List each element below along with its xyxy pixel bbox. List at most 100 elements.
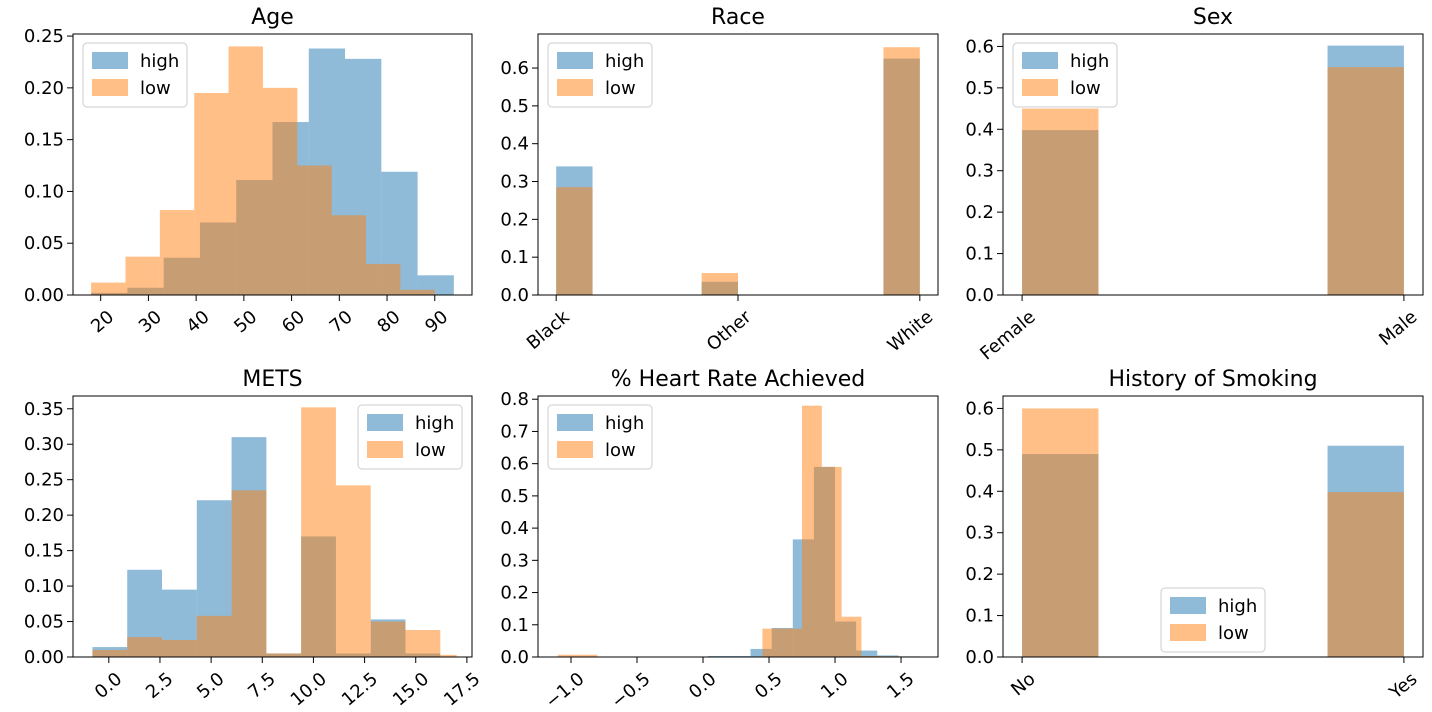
x-tick-label: Male <box>1375 307 1421 350</box>
bar-low-6 <box>301 407 336 657</box>
x-tick-label: 70 <box>326 307 357 338</box>
y-tick-label: 0.1 <box>965 606 994 627</box>
bar-low-6 <box>297 165 332 295</box>
bar-low-4 <box>231 490 267 657</box>
legend: high low <box>82 42 188 108</box>
y-tick-label: 0.2 <box>965 202 994 223</box>
chart-panel-3: METS 0.00 0.05 0.10 0.15 0.20 0.25 0.30 0.35 0.0 2… <box>24 367 484 710</box>
y-tick-label: 0.6 <box>965 36 994 57</box>
chart-title: METS <box>242 367 302 392</box>
y-tick-label: 0.05 <box>24 612 64 633</box>
x-tick-label: 80 <box>373 307 404 338</box>
y-tick-label: 0.20 <box>24 78 64 99</box>
legend-swatch-low <box>1170 624 1206 641</box>
bar-low-2 <box>762 628 783 657</box>
bar-low-5 <box>821 466 842 657</box>
axes-frame <box>1002 33 1424 296</box>
bar-low-9 <box>405 630 441 657</box>
axes-frame <box>72 33 473 296</box>
legend-swatch-high <box>1170 597 1206 614</box>
bar-low-4 <box>1327 492 1404 657</box>
legend-label-high: high <box>1070 51 1109 72</box>
bar-low-5 <box>262 87 298 295</box>
x-tick-label: 50 <box>230 307 261 338</box>
y-tick-label: 0.5 <box>500 486 529 507</box>
bar-low-4 <box>701 273 738 295</box>
y-tick-label: 0.4 <box>965 119 994 140</box>
y-tick-label: 0.5 <box>965 440 994 461</box>
x-tick-label: 60 <box>278 307 309 338</box>
legend-label-high: high <box>415 413 454 434</box>
bar-high-2 <box>750 648 772 657</box>
y-tick-label: 0.00 <box>24 285 64 306</box>
x-tick-label: 7.5 <box>244 669 279 703</box>
y-tick-label: 0.5 <box>965 78 994 99</box>
bar-low-2 <box>162 639 197 657</box>
x-tick-label: 30 <box>135 307 166 338</box>
legend: high low <box>547 404 653 470</box>
y-tick-label: 0.5 <box>500 96 529 117</box>
legend-label-low: low <box>605 78 636 99</box>
chart-panel-1: Race 0.0 0.1 0.2 0.3 0.4 0.5 0.6 Black Other White… <box>500 5 939 356</box>
legend-label-low: low <box>140 78 171 99</box>
legend-swatch-high <box>92 52 128 69</box>
legend-label-low: low <box>1218 623 1249 644</box>
y-tick-label: 0.15 <box>24 130 64 151</box>
x-tick-label: 90 <box>421 307 452 338</box>
legend-swatch-high <box>557 52 593 69</box>
legend-swatch-low <box>1022 79 1058 96</box>
plot-area <box>1022 408 1404 657</box>
y-tick-label: 0.0 <box>500 285 529 306</box>
x-tick-label: 17.5 <box>440 669 484 711</box>
y-tick-label: 0.3 <box>500 550 529 571</box>
y-tick-label: 0.8 <box>500 389 529 410</box>
y-tick-label: 0.6 <box>500 454 529 475</box>
y-tick-label: 0.0 <box>965 285 994 306</box>
y-tick-label: 0.20 <box>24 505 64 526</box>
y-tick-label: 0.2 <box>965 564 994 585</box>
bar-low-6 <box>841 616 862 657</box>
bar-low-0 <box>92 649 128 657</box>
x-tick-label: Black <box>523 306 574 354</box>
plot-area <box>557 405 920 657</box>
plot-area <box>91 46 454 295</box>
bar-low-5 <box>266 653 302 657</box>
bar-low-0 <box>557 654 598 657</box>
legend-swatch-high <box>1022 52 1058 69</box>
plot-area <box>1022 45 1404 295</box>
legend-swatch-low <box>557 441 593 458</box>
bar-low-2 <box>159 210 195 295</box>
y-tick-label: 0.4 <box>500 134 529 155</box>
y-tick-label: 0.1 <box>500 247 529 268</box>
y-tick-label: 0.25 <box>24 26 64 47</box>
x-tick-label: 1.0 <box>817 669 852 703</box>
x-tick-label: 10.0 <box>287 669 331 711</box>
legend: high low <box>1160 587 1266 653</box>
chart-title: % Heart Rate Achieved <box>611 367 865 392</box>
y-tick-label: 0.10 <box>24 181 64 202</box>
y-tick-label: 0.3 <box>965 161 994 182</box>
y-tick-label: 0.6 <box>500 58 529 79</box>
bar-low-10 <box>440 654 457 657</box>
legend-label-low: low <box>1070 78 1101 99</box>
legend-swatch-high <box>367 414 403 431</box>
legend: high low <box>357 404 463 470</box>
axes-frame <box>72 395 473 658</box>
chart-title: Race <box>711 5 765 30</box>
y-tick-label: 0.3 <box>500 172 529 193</box>
bar-low-3 <box>194 93 229 295</box>
legend-label-high: high <box>605 51 644 72</box>
legend-swatch-low <box>557 79 593 96</box>
y-tick-label: 0.00 <box>24 647 64 668</box>
x-tick-label: 15.0 <box>389 669 433 711</box>
x-tick-label: 12.5 <box>338 669 382 711</box>
x-tick-label: Yes <box>1385 669 1422 704</box>
legend-label-low: low <box>415 440 446 461</box>
bar-low-1 <box>127 637 163 657</box>
y-tick-label: 0.2 <box>500 209 529 230</box>
bar-low-0 <box>91 282 126 295</box>
plot-area <box>92 407 457 657</box>
x-tick-label: No <box>1007 669 1039 701</box>
y-tick-label: 0.35 <box>24 399 64 420</box>
